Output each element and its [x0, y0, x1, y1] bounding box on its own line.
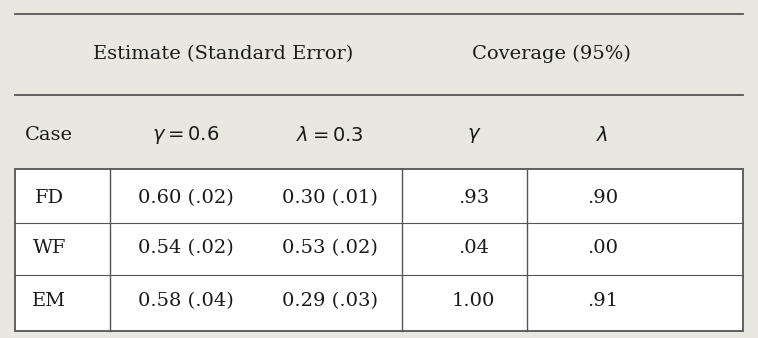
Text: .04: .04 — [459, 239, 489, 258]
Text: WF: WF — [33, 239, 66, 258]
Text: 0.53 (.02): 0.53 (.02) — [282, 239, 377, 258]
Text: Estimate (Standard Error): Estimate (Standard Error) — [93, 45, 354, 63]
Text: $\lambda$: $\lambda$ — [597, 126, 609, 145]
Text: .93: .93 — [458, 189, 490, 207]
Text: $\gamma$: $\gamma$ — [467, 126, 481, 145]
Text: 0.54 (.02): 0.54 (.02) — [138, 239, 233, 258]
Text: .90: .90 — [587, 189, 619, 207]
Text: Case: Case — [25, 126, 74, 144]
Text: 1.00: 1.00 — [452, 292, 496, 310]
Text: 0.30 (.01): 0.30 (.01) — [282, 189, 377, 207]
Text: .00: .00 — [587, 239, 618, 258]
Text: EM: EM — [33, 292, 66, 310]
Text: Coverage (95%): Coverage (95%) — [472, 45, 631, 63]
Text: .91: .91 — [587, 292, 619, 310]
Text: $\gamma = 0.6$: $\gamma = 0.6$ — [152, 124, 219, 146]
Bar — [15, 169, 743, 331]
Text: 0.29 (.03): 0.29 (.03) — [282, 292, 377, 310]
Text: 0.60 (.02): 0.60 (.02) — [138, 189, 233, 207]
Text: 0.58 (.04): 0.58 (.04) — [138, 292, 233, 310]
Text: $\lambda = 0.3$: $\lambda = 0.3$ — [296, 126, 364, 145]
Text: FD: FD — [35, 189, 64, 207]
